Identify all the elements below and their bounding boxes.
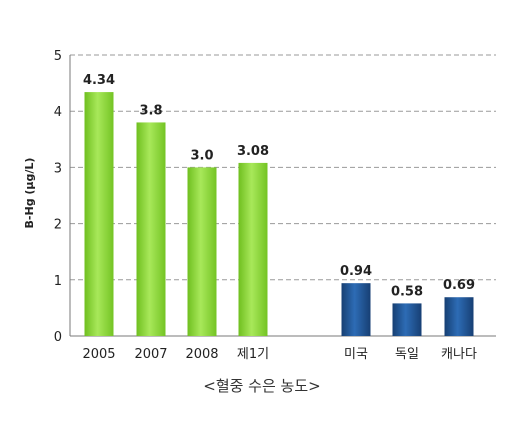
gridlines xyxy=(70,54,496,281)
data-label: 3.8 xyxy=(139,103,162,118)
data-label: 3.08 xyxy=(237,144,269,159)
data-label: 0.94 xyxy=(340,264,372,279)
axes xyxy=(69,55,496,337)
bar-독일 xyxy=(392,303,422,336)
data-label: 4.34 xyxy=(83,73,115,88)
value-labels: 4.34 3.8 3.0 3.08 0.94 0.58 0.69 xyxy=(83,73,475,299)
y-axis-label: B-Hg (μg/L) xyxy=(23,158,36,229)
y-tick-label: 5 xyxy=(54,49,62,64)
bars xyxy=(84,92,474,336)
y-tick-label: 2 xyxy=(54,218,62,233)
tick-labels: 0 1 2 3 4 5 2005 2007 2008 제1기 미국 독일 캐나다 xyxy=(54,49,477,362)
bar-2005 xyxy=(84,92,114,336)
y-tick-label: 4 xyxy=(54,105,62,120)
x-tick-label: 미국 xyxy=(344,347,368,362)
x-tick-label: 2005 xyxy=(82,347,115,362)
x-tick-label: 독일 xyxy=(395,347,419,362)
x-tick-label: 제1기 xyxy=(237,347,269,362)
bar-캐나다 xyxy=(444,297,474,336)
y-tick-label: 1 xyxy=(54,274,62,289)
bar-2007 xyxy=(136,122,166,336)
x-tick-label: 2007 xyxy=(134,347,167,362)
chart-caption: <혈중 수은 농도> xyxy=(203,377,320,395)
x-tick-label: 캐나다 xyxy=(441,347,477,362)
x-tick-label: 2008 xyxy=(185,347,218,362)
bar-제1기 xyxy=(238,162,268,336)
bar-미국 xyxy=(341,283,371,336)
bar-2008 xyxy=(187,167,217,336)
y-tick-label: 3 xyxy=(54,161,62,176)
data-label: 0.69 xyxy=(443,278,475,293)
data-label: 0.58 xyxy=(391,284,423,299)
data-label: 3.0 xyxy=(190,148,213,163)
y-tick-label: 0 xyxy=(54,330,62,345)
